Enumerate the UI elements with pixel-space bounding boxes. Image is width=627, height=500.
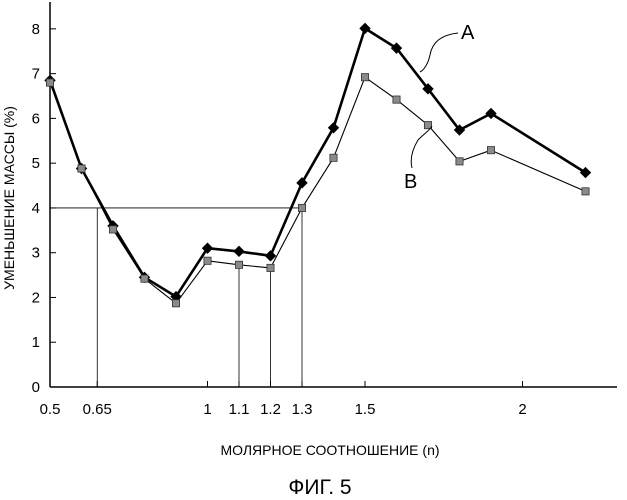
series-label-b: B (404, 171, 417, 193)
series-b-point (582, 188, 589, 195)
series-b-point (330, 154, 337, 161)
chart: 0 1 2 3 4 5 6 7 8 0.5 0.65 1 1.1 1.2 1.3 1.5 2 A B МОЛЯР… (0, 0, 627, 500)
series-b-point (393, 96, 400, 103)
y-tick-label: 3 (32, 245, 40, 262)
series-b-point (456, 158, 463, 165)
series-b-point (298, 204, 305, 211)
y-tick-label: 2 (32, 289, 40, 306)
x-tick-label: 1 (203, 401, 211, 418)
y-tick-label: 0 (32, 379, 40, 396)
y-tick-label: 6 (32, 110, 40, 127)
series-a-leader (420, 33, 458, 72)
x-tick-label: 0.65 (83, 401, 112, 418)
x-tick-label: 2 (518, 401, 526, 418)
series-b-point (78, 165, 85, 172)
series-b-point (267, 264, 274, 271)
series (45, 23, 591, 306)
series-b-point (487, 147, 494, 154)
y-tick-label: 8 (32, 21, 40, 38)
series-b-point (235, 261, 242, 268)
series-b-point (109, 226, 116, 233)
series-b-point (172, 300, 179, 307)
y-tick-label: 5 (32, 155, 40, 172)
x-axis-title: МОЛЯРНОЕ СООТНОШЕНИЕ (n) (220, 442, 439, 458)
series-label-a: A (461, 22, 475, 44)
series-b-point (204, 257, 211, 264)
axes: 0 1 2 3 4 5 6 7 8 0.5 0.65 1 1.1 1.2 1.3 1.5 2 (32, 2, 617, 418)
y-tick-label: 7 (32, 66, 40, 83)
y-tick-label: 4 (32, 200, 40, 217)
series-a-point (266, 251, 276, 261)
series-line-b (50, 77, 586, 303)
figure-caption: ФИГ. 5 (288, 476, 351, 499)
series-b-leader (411, 126, 432, 168)
series-b-point (141, 275, 148, 282)
x-tick-label: 0.5 (40, 401, 61, 418)
x-tick-label: 1.1 (229, 401, 250, 418)
series-b-point (46, 79, 53, 86)
series-b-point (361, 74, 368, 81)
series-a-point (234, 246, 244, 256)
x-tick-label: 1.5 (355, 401, 376, 418)
x-tick-label: 1.3 (292, 401, 313, 418)
y-tick-label: 1 (32, 334, 40, 351)
x-tick-label: 1.2 (260, 401, 281, 418)
y-axis-title: УМЕНЬШЕНИЕ МАССЫ (%) (1, 106, 17, 290)
series-a-point (329, 123, 339, 133)
